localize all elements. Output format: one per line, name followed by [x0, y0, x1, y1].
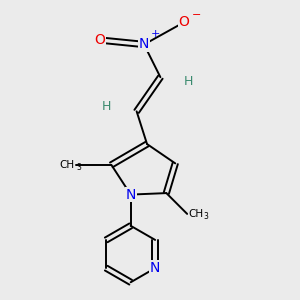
Text: N: N — [125, 188, 136, 202]
Text: N: N — [150, 261, 160, 275]
Text: +: + — [151, 29, 160, 39]
Text: H: H — [184, 75, 193, 88]
Text: CH: CH — [189, 209, 204, 219]
Text: CH: CH — [59, 160, 74, 170]
Text: 3: 3 — [76, 163, 81, 172]
Text: O: O — [179, 15, 190, 29]
Text: H: H — [102, 100, 112, 113]
Text: −: − — [192, 10, 201, 20]
Text: O: O — [94, 33, 105, 47]
Text: 3: 3 — [203, 212, 208, 221]
Text: N: N — [139, 38, 149, 52]
